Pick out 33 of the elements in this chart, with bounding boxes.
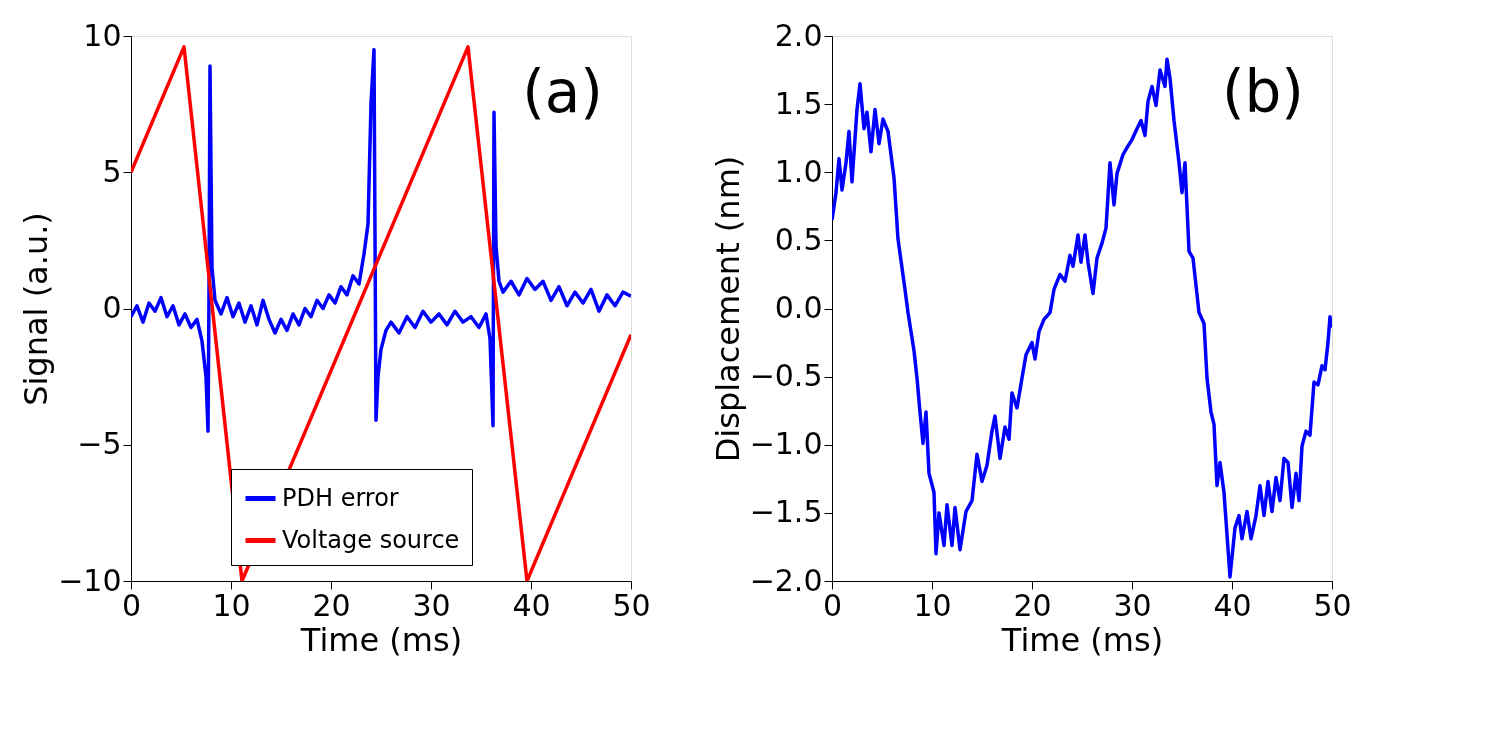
x-tick-label: 10 [212,587,251,623]
x-tick-label: 10 [913,587,952,623]
y-tick-label: −10 [58,562,122,598]
y-tick-label: 2.0 [774,17,823,53]
annotation: (a) [522,58,603,126]
y-tick-label: −1.5 [749,494,823,530]
y-tick-label: 0.0 [774,290,823,325]
y-axis-title: Signal (a.u.) [17,212,56,406]
x-tick-label: 50 [612,587,651,623]
y-tick-label: 1.0 [774,153,823,189]
annotation: (b) [1221,58,1304,126]
legend-label: Voltage source [282,525,460,554]
y-tick-label: −2.0 [749,562,823,598]
y-tick-label: 0.5 [774,221,823,257]
x-tick-label: 30 [1113,587,1152,623]
y-axis-title: Displacement (nm) [708,155,747,463]
y-tick-label: 1.5 [774,85,823,121]
line-series [131,47,631,433]
x-tick-label: 30 [412,587,451,623]
y-tick-label: 5 [102,153,122,189]
x-tick-label: 20 [312,587,351,623]
x-tick-label: 40 [1213,587,1252,623]
y-tick-label: −1.0 [749,426,823,462]
x-tick-label: 40 [512,587,551,623]
x-tick-label: 50 [1313,587,1352,623]
legend-label: PDH error [282,483,399,512]
x-axis-title: Time (ms) [299,620,463,659]
y-tick-label: 0 [102,290,122,325]
x-tick-label: 20 [1013,587,1052,623]
x-axis-title: Time (ms) [1000,620,1164,659]
y-tick-label: 10 [83,17,122,53]
y-tick-label: −0.5 [749,358,823,394]
y-tick-label: −5 [77,426,122,462]
